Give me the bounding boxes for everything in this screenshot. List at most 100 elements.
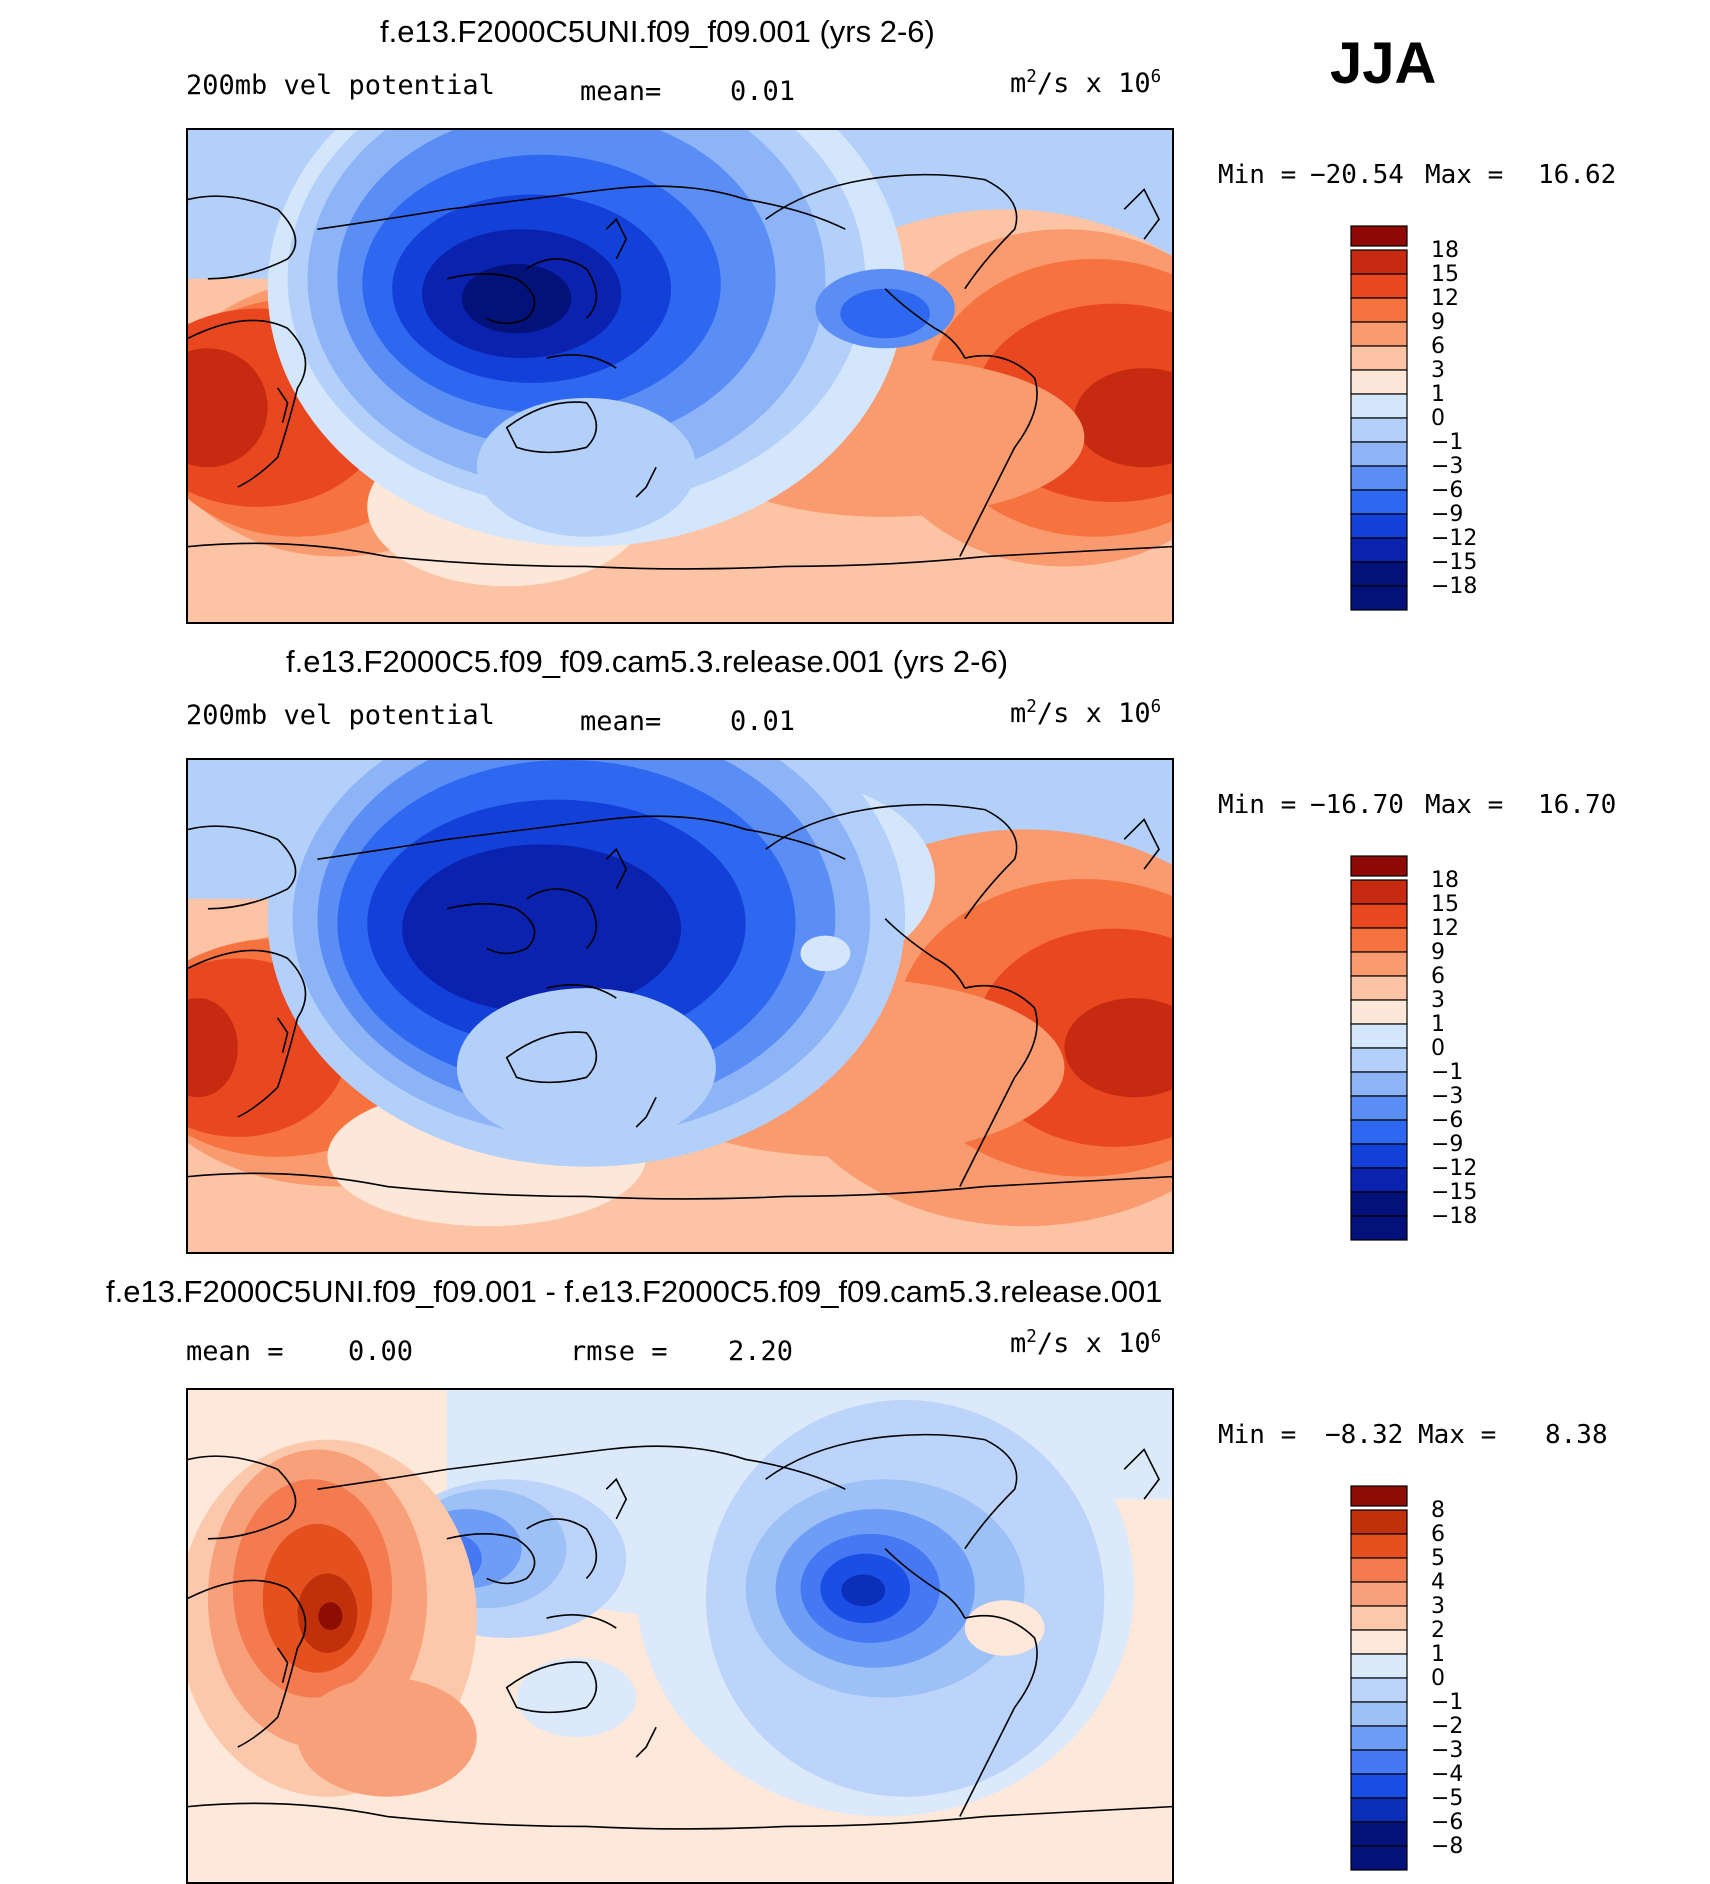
panel-3-map-svg — [188, 1390, 1172, 1882]
panel-3-max-value: 8.38 — [1545, 1420, 1608, 1450]
panel-3-tick-label: 4 — [1431, 1570, 1445, 1595]
panel-1-tick-label: 1 — [1431, 382, 1445, 407]
colorbar-swatch — [1350, 1191, 1408, 1217]
panel-2-tick-label: 0 — [1431, 1036, 1445, 1061]
panel-1-tick-label: −6 — [1431, 478, 1463, 503]
panel-3-tick-label: −1 — [1431, 1690, 1463, 1715]
panel-2-tick-label: 12 — [1431, 916, 1459, 941]
panel-1-tick-label: 18 — [1431, 238, 1459, 263]
panel-2-coastlines — [188, 803, 1172, 1200]
panel-3-tick-label: −5 — [1431, 1786, 1463, 1811]
colorbar-swatch — [1350, 441, 1408, 467]
panel-1-tick-label: −15 — [1431, 550, 1477, 575]
panel-3-colorbar-svg: 8 6 5 4 3 2 1 0 −1 −2 −3 −4 −5 −6 −8 — [1350, 1485, 1463, 1871]
panel-2-tick-label: −12 — [1431, 1156, 1477, 1181]
panel-3-units: m2/s x 106 — [1010, 1327, 1162, 1359]
colorbar-swatch — [1350, 489, 1408, 515]
panel-1-colorbar-swatches — [1350, 225, 1408, 611]
panel-3-colorbar-ticks: 8 6 5 4 3 2 1 0 −1 −2 −3 −4 −5 −6 −8 — [1431, 1498, 1463, 1859]
panel-3-tick-label: 2 — [1431, 1618, 1445, 1643]
colorbar-swatch — [1350, 1773, 1408, 1799]
panel-2-tick-label: −6 — [1431, 1108, 1463, 1133]
colorbar-swatch — [1350, 951, 1408, 977]
panel-2-map-svg — [188, 760, 1172, 1252]
panel-3-max-label: Max = — [1418, 1420, 1497, 1450]
colorbar-swatch — [1350, 1797, 1408, 1823]
panel-2-tick-label: 1 — [1431, 1012, 1445, 1037]
colorbar-swatch — [1350, 1749, 1408, 1775]
panel-2-tick-label: 15 — [1431, 892, 1459, 917]
colorbar-swatch — [1350, 1557, 1408, 1583]
colorbar-swatch — [1350, 1605, 1408, 1631]
colorbar-swatch — [1350, 1143, 1408, 1169]
panel-2-tick-label: 9 — [1431, 940, 1445, 965]
colorbar-swatch — [1350, 273, 1408, 299]
panel-1-colorbar-svg: 18 15 12 9 6 3 1 0 −1 −3 −6 −9 −12 −15 −… — [1350, 225, 1477, 611]
colorbar-swatch — [1350, 1845, 1408, 1871]
panel-2-mean-value: 0.01 — [730, 706, 796, 737]
panel-3-tick-label: 1 — [1431, 1642, 1445, 1667]
colorbar-swatch — [1350, 1167, 1408, 1193]
colorbar-swatch — [1350, 1509, 1408, 1535]
colorbar-swatch — [1350, 249, 1408, 275]
panel-2-tick-label: 18 — [1431, 868, 1459, 893]
panel-3-mean-label: mean = — [186, 1336, 284, 1367]
colorbar-swatch — [1350, 1581, 1408, 1607]
colorbar-swatch — [1350, 585, 1408, 611]
panel-2-colorbar-swatches — [1350, 855, 1408, 1241]
panel-2-colorbar-ticks: 18 15 12 9 6 3 1 0 −1 −3 −6 −9 −12 −15 −… — [1431, 868, 1477, 1229]
colorbar-swatch — [1350, 537, 1408, 563]
colorbar-swatch — [1350, 225, 1408, 247]
colorbar-swatch — [1350, 561, 1408, 587]
panel-3-tick-label: 6 — [1431, 1522, 1445, 1547]
panel-3-tick-label: −2 — [1431, 1714, 1463, 1739]
colorbar-swatch — [1350, 1629, 1408, 1655]
panel-1-max-value: 16.62 — [1538, 160, 1617, 190]
panel-1-mean-value: 0.01 — [730, 76, 796, 107]
panel-1-tick-label: −9 — [1431, 502, 1463, 527]
panel-3-colorbar: 8 6 5 4 3 2 1 0 −1 −2 −3 −4 −5 −6 −8 — [1347, 1483, 1487, 1873]
panel-3-title: f.e13.F2000C5UNI.f09_f09.001 - f.e13.F20… — [106, 1274, 1163, 1309]
panel-2-tick-label: 3 — [1431, 988, 1445, 1013]
panel-1-min-value: −20.54 — [1310, 160, 1404, 190]
colorbar-swatch — [1350, 975, 1408, 1001]
panel-2-units: m2/s x 106 — [1010, 697, 1162, 729]
panel-1-variable-label: 200mb vel potential — [186, 70, 495, 101]
colorbar-swatch — [1350, 999, 1408, 1025]
panel-2-mean-label: mean= — [580, 706, 662, 737]
panel-1-mean-label: mean= — [580, 76, 662, 107]
colorbar-swatch — [1350, 1485, 1408, 1507]
panel-2-tick-label: −18 — [1431, 1204, 1477, 1229]
colorbar-swatch — [1350, 1725, 1408, 1751]
panel-3-colorbar-swatches — [1350, 1485, 1408, 1871]
colorbar-swatch — [1350, 1701, 1408, 1727]
colorbar-swatch — [1350, 1215, 1408, 1241]
panel-3-tick-label: −8 — [1431, 1834, 1463, 1859]
panel-3-mean-value: 0.00 — [348, 1336, 414, 1367]
panel-1-tick-label: 6 — [1431, 334, 1445, 359]
panel-2-tick-label: −3 — [1431, 1084, 1463, 1109]
panel-2-tick-label: 6 — [1431, 964, 1445, 989]
colorbar-swatch — [1350, 1533, 1408, 1559]
panel-1-tick-label: 0 — [1431, 406, 1445, 431]
panel-1-tick-label: 12 — [1431, 286, 1459, 311]
panel-1-max-label: Max = — [1425, 160, 1504, 190]
panel-1-colorbar: 18 15 12 9 6 3 1 0 −1 −3 −6 −9 −12 −15 −… — [1347, 223, 1487, 613]
panel-3-rmse-label: rmse = — [570, 1336, 668, 1367]
panel-2-colorbar: 18 15 12 9 6 3 1 0 −1 −3 −6 −9 −12 −15 −… — [1347, 853, 1487, 1243]
panel-1-contour-fills — [188, 130, 1172, 622]
panel-3-min-label: Min = — [1218, 1420, 1297, 1450]
panel-3-tick-label: 5 — [1431, 1546, 1445, 1571]
panel-2-tick-label: −1 — [1431, 1060, 1463, 1085]
colorbar-swatch — [1350, 1653, 1408, 1679]
panel-2-min-label: Min = — [1218, 790, 1297, 820]
colorbar-swatch — [1350, 297, 1408, 323]
colorbar-swatch — [1350, 417, 1408, 443]
colorbar-swatch — [1350, 321, 1408, 347]
colorbar-swatch — [1350, 513, 1408, 539]
panel-3-min-value: −8.32 — [1325, 1420, 1404, 1450]
colorbar-swatch — [1350, 903, 1408, 929]
panel-3-coastlines — [188, 1433, 1172, 1830]
panel-2-tick-label: −15 — [1431, 1180, 1477, 1205]
panel-1-map — [186, 128, 1174, 624]
